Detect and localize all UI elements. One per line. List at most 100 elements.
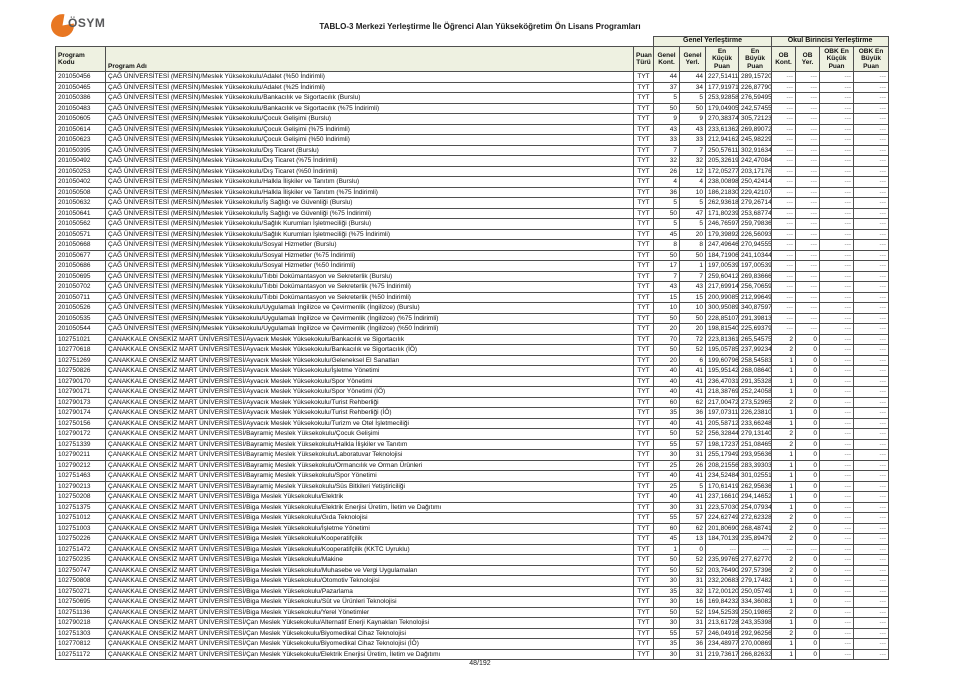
col-header-genel-kont: Genel Kont.	[653, 45, 680, 73]
genel-kont: 5	[653, 218, 680, 230]
obk-en-buyuk-puan: ---	[853, 617, 890, 629]
table-row: 102790213 ÇANAKKALE ONSEKİZ MART ÜNİVERSİ…	[55, 480, 890, 493]
ob-kont: 2	[771, 396, 797, 409]
en-buyuk-puan: 242,57455	[737, 102, 773, 115]
ob-kont: ---	[771, 281, 797, 293]
genel-yerl: 41	[679, 365, 706, 377]
en-kucuk-puan: 195,95142	[705, 365, 739, 377]
genel-kont: 7	[653, 144, 680, 157]
ob-kont: ---	[771, 176, 797, 188]
program-code: 201050641	[55, 207, 106, 220]
obk-en-buyuk-puan: ---	[853, 480, 890, 493]
ob-yer: ---	[795, 165, 821, 178]
en-buyuk-puan: 283,39303	[737, 459, 773, 472]
genel-kont: 44	[653, 71, 680, 83]
ob-kont: 1	[771, 449, 797, 461]
score-type: TYT	[633, 512, 654, 524]
score-type: TYT	[633, 344, 654, 356]
genel-kont: 35	[653, 638, 680, 650]
ob-kont: ---	[771, 543, 797, 556]
en-buyuk-puan: 277,62770	[737, 554, 773, 566]
ob-yer: ---	[795, 323, 821, 335]
en-buyuk-puan: 203,17176	[737, 165, 773, 178]
ob-kont: 1	[771, 470, 797, 482]
table-row: 201050632 ÇAĞ ÜNİVERSİTESİ (MERSİN)/Mesle…	[55, 197, 890, 209]
program-name: ÇAĞ ÜNİVERSİTESİ (MERSİN)/Meslek Yükseko…	[105, 197, 634, 209]
en-buyuk-puan: 301,02551	[737, 470, 773, 482]
obk-en-buyuk-puan: ---	[853, 81, 890, 94]
ob-yer: 0	[795, 449, 821, 461]
obk-en-buyuk-puan: ---	[853, 386, 890, 398]
table-row: 102750208 ÇANAKKALE ONSEKİZ MART ÜNİVERSİ…	[55, 491, 890, 503]
genel-kont: 40	[653, 470, 680, 482]
en-kucuk-puan: 218,38769	[705, 386, 739, 398]
ob-kont: ---	[771, 81, 797, 94]
genel-yerl: 41	[679, 375, 706, 388]
genel-yerl: 0	[679, 543, 706, 556]
en-kucuk-puan: 198,17237	[705, 438, 739, 451]
table-row: 201050386 ÇAĞ ÜNİVERSİTESİ (MERSİN)/Mesle…	[55, 92, 890, 104]
en-kucuk-puan: 171,80239	[705, 207, 739, 220]
obk-en-kucuk-puan: ---	[819, 627, 855, 640]
program-name: ÇANAKKALE ONSEKİZ MART ÜNİVERSİTESİ/Biga…	[105, 501, 634, 514]
score-type: TYT	[633, 417, 654, 430]
program-name: ÇAĞ ÜNİVERSİTESİ (MERSİN)/Meslek Yükseko…	[105, 270, 634, 283]
genel-kont: 8	[653, 239, 680, 251]
table-row: 102751472 ÇANAKKALE ONSEKİZ MART ÜNİVERSİ…	[55, 543, 890, 556]
obk-en-buyuk-puan: ---	[853, 365, 890, 377]
obk-en-buyuk-puan: ---	[853, 270, 890, 283]
en-kucuk-puan: 227,51411	[705, 71, 739, 83]
genel-yerl: 5	[679, 218, 706, 230]
score-type: TYT	[633, 249, 654, 262]
genel-yerl: 33	[679, 134, 706, 146]
genel-yerl: 31	[679, 501, 706, 514]
obk-en-kucuk-puan: ---	[819, 470, 855, 482]
en-buyuk-puan: 265,54575	[737, 333, 773, 346]
program-name: ÇAĞ ÜNİVERSİTESİ (MERSİN)/Meslek Yükseko…	[105, 260, 634, 272]
ob-kont: ---	[771, 302, 797, 314]
table-row: 102751136 ÇANAKKALE ONSEKİZ MART ÜNİVERSİ…	[55, 606, 890, 619]
obk-en-kucuk-puan: ---	[819, 554, 855, 566]
placement-table-wrapper: Genel Yerleştirme Okul Birincisi Yerleşt…	[55, 36, 890, 661]
obk-en-kucuk-puan: ---	[819, 501, 855, 514]
en-buyuk-puan: 297,57396	[737, 564, 773, 577]
ob-yer: 0	[795, 575, 821, 587]
ob-kont: 2	[771, 554, 797, 566]
obk-en-kucuk-puan: ---	[819, 176, 855, 188]
score-type: TYT	[633, 491, 654, 503]
program-name: ÇAĞ ÜNİVERSİTESİ (MERSİN)/Meslek Yükseko…	[105, 239, 634, 251]
score-type: TYT	[633, 123, 654, 136]
ob-yer: ---	[795, 176, 821, 188]
genel-yerl: 57	[679, 512, 706, 524]
score-type: TYT	[633, 144, 654, 157]
obk-en-buyuk-puan: ---	[853, 533, 890, 545]
en-buyuk-puan: 251,08465	[737, 438, 773, 451]
ob-kont: 1	[771, 638, 797, 650]
en-buyuk-puan: 258,54583	[737, 354, 773, 367]
ob-kont: ---	[771, 144, 797, 157]
program-name: ÇANAKKALE ONSEKİZ MART ÜNİVERSİTESİ/Ayva…	[105, 407, 634, 419]
genel-yerl: 16	[679, 596, 706, 608]
ob-yer: ---	[795, 92, 821, 104]
ob-kont: 1	[771, 596, 797, 608]
program-name: ÇANAKKALE ONSEKİZ MART ÜNİVERSİTESİ/Bayr…	[105, 459, 634, 472]
ob-kont: 2	[771, 428, 797, 440]
table-row: 102751463 ÇANAKKALE ONSEKİZ MART ÜNİVERSİ…	[55, 470, 890, 482]
ob-yer: ---	[795, 543, 821, 556]
obk-en-kucuk-puan: ---	[819, 197, 855, 209]
genel-yerl: 52	[679, 564, 706, 577]
ob-kont: 1	[771, 459, 797, 472]
program-name: ÇAĞ ÜNİVERSİTESİ (MERSİN)/Meslek Yükseko…	[105, 323, 634, 335]
ob-yer: 0	[795, 522, 821, 535]
obk-en-kucuk-puan: ---	[819, 312, 855, 325]
obk-en-buyuk-puan: ---	[853, 134, 890, 146]
en-buyuk-puan: 334,36082	[737, 596, 773, 608]
obk-en-kucuk-puan: ---	[819, 354, 855, 367]
obk-en-buyuk-puan: ---	[853, 71, 890, 83]
obk-en-buyuk-puan: ---	[853, 543, 890, 556]
en-buyuk-puan: 276,59495	[737, 92, 773, 104]
en-kucuk-puan: 177,91971	[705, 81, 739, 94]
ob-yer: 0	[795, 512, 821, 524]
genel-kont: 20	[653, 354, 680, 367]
obk-en-kucuk-puan: ---	[819, 249, 855, 262]
